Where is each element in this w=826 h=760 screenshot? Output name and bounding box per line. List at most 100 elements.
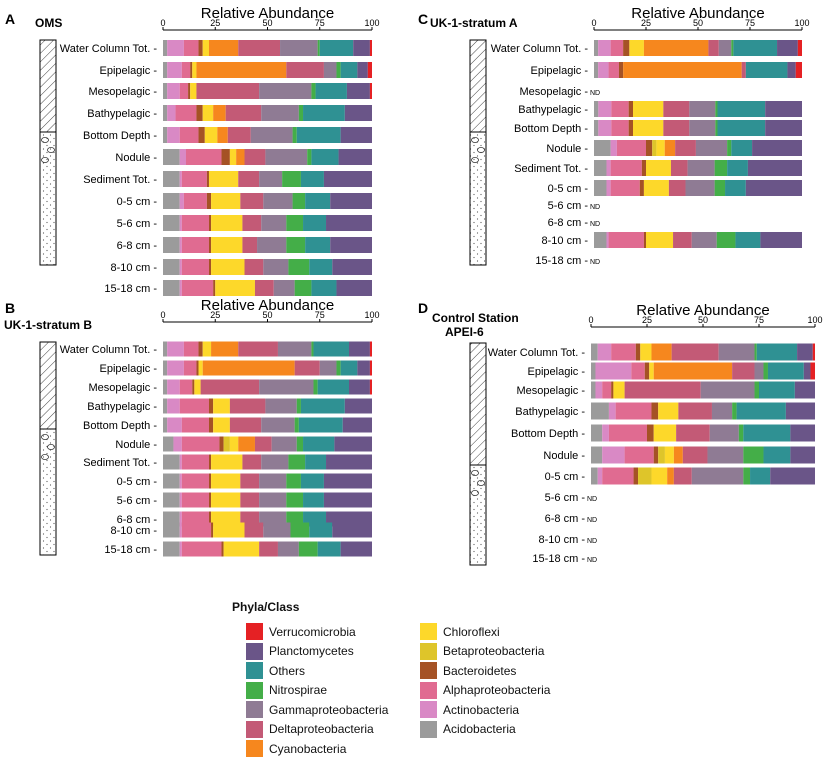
category-label: 0-5 cm - <box>117 476 158 488</box>
bar-segment-deltaproteobacteria <box>663 101 690 117</box>
nd-label: ND <box>587 538 597 545</box>
bar-segment-cyanobacteria <box>651 343 672 361</box>
x-tick-label: 0 <box>160 310 165 320</box>
bar-segment-nitrospirae <box>743 446 764 464</box>
bar-segment-nitrospirae <box>307 149 312 165</box>
bar-segment-chloroflexi <box>229 436 239 452</box>
bar-segment-others <box>300 171 324 187</box>
bar-segment-gammaproteobacteria <box>261 105 299 121</box>
bar-segment-planctomycetes <box>326 215 372 231</box>
bar-segment-actinobacteria <box>179 237 182 253</box>
bar-segment-planctomycetes <box>330 237 372 253</box>
bar-segment-planctomycetes <box>765 120 802 136</box>
legend-item: Actinobacteria <box>420 700 550 720</box>
legend-item: Gammaproteobacteria <box>246 700 388 720</box>
bar-segment-acidobacteria <box>163 360 168 376</box>
bar-segment-deltaproteobacteria <box>200 379 260 395</box>
legend-label: Planctomycetes <box>269 644 354 659</box>
bar-segment-gammaproteobacteria <box>691 467 744 485</box>
bar-segment-others <box>311 149 339 165</box>
bar-segment-deltaproteobacteria <box>242 454 262 470</box>
bar-segment-deltaproteobacteria <box>238 341 278 357</box>
legend-label: Nitrospirae <box>269 683 328 698</box>
bar-segment-chloroflexi <box>651 467 668 485</box>
bar-segment-gammaproteobacteria <box>709 424 739 442</box>
panel-letter: D <box>418 300 428 316</box>
category-label: Water Column Tot. - <box>488 347 586 359</box>
bar-segment-gammaproteobacteria <box>273 280 295 296</box>
legend-label: Deltaproteobacteria <box>269 722 374 737</box>
bar-segment-actinobacteria <box>167 379 180 395</box>
bar-segment-chloroflexi <box>211 492 241 508</box>
category-label: Mesopelagic - <box>89 382 158 394</box>
bar-segment-deltaproteobacteria <box>238 171 260 187</box>
bar-segment-bacteroidetes <box>190 62 193 78</box>
bar-segment-gammaproteobacteria <box>711 402 733 420</box>
bar-segment-others <box>743 424 791 442</box>
bar-segment-planctomycetes <box>760 232 802 248</box>
bar-segment-planctomycetes <box>323 492 372 508</box>
bar-segment-gammaproteobacteria <box>263 522 291 538</box>
bar-segment-planctomycetes <box>790 424 815 442</box>
bar-segment-actinobacteria <box>608 402 616 420</box>
category-label: 5-6 cm - <box>548 200 589 212</box>
category-label: 8-10 cm - <box>111 262 158 274</box>
nd-label: ND <box>590 204 600 211</box>
bar-segment-acidobacteria <box>163 541 180 557</box>
x-tick-label: 75 <box>315 18 325 28</box>
bar-segment-others <box>305 193 331 209</box>
bar-segment-acidobacteria <box>163 127 168 143</box>
bar-segment-planctomycetes <box>349 379 370 395</box>
category-label: Bathypelagic - <box>87 108 157 120</box>
category-label: Epipelagic - <box>100 65 158 77</box>
bar-segment-planctomycetes <box>770 467 815 485</box>
category-label: Epipelagic - <box>528 366 586 378</box>
bar-segment-gammaproteobacteria <box>323 62 337 78</box>
panel-title: APEI-6 <box>445 325 484 339</box>
bar-segment-acidobacteria <box>163 83 168 99</box>
bar-segment-acidobacteria <box>163 522 180 538</box>
bar-segment-deltaproteobacteria <box>670 160 688 176</box>
category-label: 5-6 cm - <box>545 492 586 504</box>
bar-segment-gammaproteobacteria <box>250 127 293 143</box>
bar-segment-acidobacteria <box>163 237 180 253</box>
legend-title: Phyla/Class <box>232 600 300 614</box>
legend-label: Acidobacteria <box>443 722 516 737</box>
nodule-icon <box>471 489 479 496</box>
x-tick-label: 25 <box>642 315 652 325</box>
legend-item: Verrucomicrobia <box>246 622 388 642</box>
bar-segment-gammaproteobacteria <box>685 180 715 196</box>
bar-segment-alphaproteobacteria <box>181 237 209 253</box>
bar-segment-alphaproteobacteria <box>610 40 624 56</box>
bar-segment-gammaproteobacteria <box>277 341 312 357</box>
bar-segment-planctomycetes <box>342 417 372 433</box>
bar-segment-acidobacteria <box>591 446 603 464</box>
legend-swatch <box>420 623 437 641</box>
bar-segment-bacteroidetes <box>611 381 614 399</box>
bar-segment-others <box>309 522 333 538</box>
sediment-core-schematic <box>469 464 487 566</box>
bar-segment-nitrospirae <box>298 105 304 121</box>
category-label: Water Column Tot. - <box>491 43 589 55</box>
bar-segment-chloroflexi <box>229 149 237 165</box>
bar-segment-planctomycetes <box>794 381 815 399</box>
bar-segment-alphaproteobacteria <box>179 127 199 143</box>
bar-segment-betaproteobacteria <box>223 436 230 452</box>
legend-column-1: Verrucomicrobia Planctomycetes Others Nitro… <box>246 622 388 759</box>
bar-segment-chloroflexi <box>211 259 245 275</box>
bar-segment-chloroflexi <box>211 237 243 253</box>
bar-segment-deltaproteobacteria <box>676 424 710 442</box>
bar-segment-nitrospirae <box>763 362 768 380</box>
bar-segment-nitrospirae <box>715 101 718 117</box>
bar-segment-others <box>305 454 327 470</box>
bar-segment-actinobacteria <box>597 343 612 361</box>
bar-segment-gammaproteobacteria <box>277 541 299 557</box>
category-label: Sediment Tot. - <box>83 457 157 469</box>
bar-segment-chloroflexi <box>613 381 625 399</box>
bar-segment-alphaproteobacteria <box>631 362 645 380</box>
bar-segment-planctomycetes <box>752 140 802 156</box>
bar-segment-chloroflexi <box>190 83 197 99</box>
bar-segment-chloroflexi <box>664 446 674 464</box>
bar-segment-others <box>717 101 766 117</box>
x-tick-label: 75 <box>315 310 325 320</box>
